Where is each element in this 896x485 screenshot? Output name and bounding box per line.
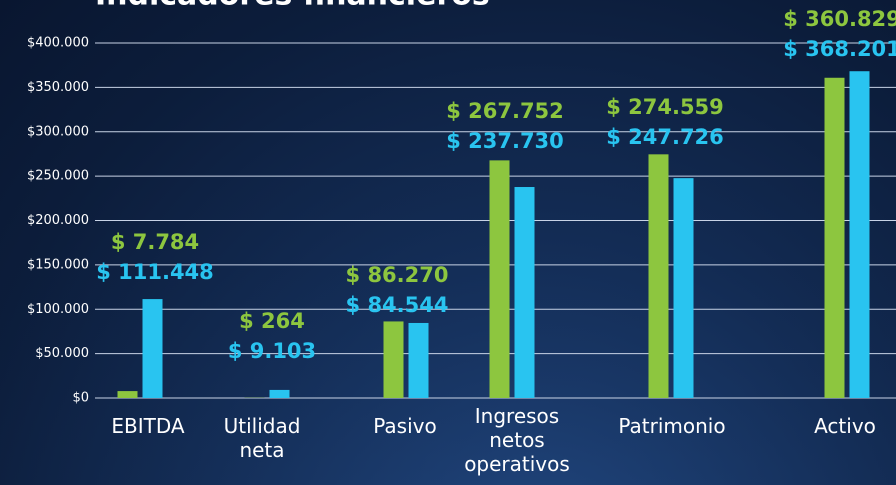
- y-tick-label: $50.000: [35, 346, 89, 361]
- value-label: $ 9.103: [228, 339, 316, 363]
- value-label: $ 111.448: [96, 260, 214, 284]
- value-label: $ 247.726: [606, 125, 724, 149]
- y-tick-label: $0: [72, 391, 89, 406]
- value-label: $ 264: [239, 309, 305, 333]
- value-label: $ 86.270: [346, 263, 449, 287]
- x-tick-label: Ingresos netos operativos: [464, 404, 570, 476]
- bar: [489, 160, 510, 398]
- value-label: $ 267.752: [446, 99, 564, 123]
- x-tick-label: Activo: [814, 414, 876, 438]
- x-tick-label: EBITDA: [111, 414, 185, 438]
- y-tick-label: $350.000: [27, 80, 89, 95]
- x-tick-label: Utilidad neta: [223, 414, 301, 462]
- value-label: $ 368.201: [783, 37, 896, 61]
- value-label: $ 360.829: [783, 7, 896, 31]
- y-tick-label: $100.000: [27, 302, 89, 317]
- bar: [849, 71, 870, 398]
- chart-title: Indicadores financieros: [95, 0, 490, 13]
- bar: [142, 299, 163, 398]
- y-tick-label: $250.000: [27, 169, 89, 184]
- value-label: $ 274.559: [606, 95, 724, 119]
- bar: [673, 178, 694, 398]
- bar: [269, 389, 290, 398]
- x-tick-label: Pasivo: [373, 414, 437, 438]
- y-tick-label: $300.000: [27, 124, 89, 139]
- value-label: $ 237.730: [446, 129, 564, 153]
- value-label: $ 84.544: [346, 293, 449, 317]
- y-tick-label: $200.000: [27, 213, 89, 228]
- bar: [824, 77, 845, 399]
- bar: [117, 391, 138, 398]
- bar: [514, 187, 535, 398]
- bar: [408, 322, 429, 398]
- y-tick-label: $150.000: [27, 257, 89, 272]
- x-tick-label: Patrimonio: [618, 414, 726, 438]
- y-tick-label: $400.000: [27, 36, 89, 51]
- bar: [648, 154, 669, 398]
- bar: [383, 321, 404, 398]
- value-label: $ 7.784: [111, 230, 199, 254]
